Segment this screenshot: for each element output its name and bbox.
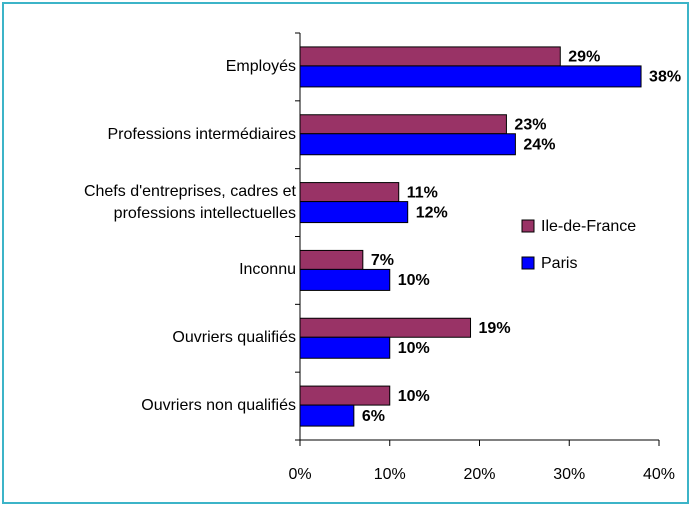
bar [299,249,364,270]
value-label: 10% [398,388,430,405]
value-label: 6% [362,408,385,425]
legend-label: Ile-de-France [541,218,636,235]
bar [299,133,516,156]
value-label: 10% [398,272,430,289]
legend-swatch [521,219,535,233]
value-label: 24% [523,136,555,153]
value-label: 11% [407,184,438,201]
x-tick-label: 10% [374,466,406,483]
value-label: 10% [398,340,430,357]
y-tick-label: Inconnu [239,261,296,279]
x-tick-label: 30% [553,466,585,483]
bar [299,46,561,67]
legend-swatch [521,256,535,270]
bar [299,268,391,291]
bar [299,385,391,406]
x-tick-label: 40% [643,466,675,483]
bar [299,201,409,224]
y-tick-label: Ouvriers non qualifiés [141,397,296,415]
x-tick-label: 20% [463,466,495,483]
value-label: 29% [568,49,600,66]
value-label: 7% [371,252,394,269]
x-tick-label: 0% [288,466,311,483]
bar [299,114,507,135]
value-label: 23% [514,116,546,133]
bar [299,336,391,359]
bar [299,404,355,427]
bar [299,65,642,88]
value-label: 12% [416,204,448,221]
value-label: 38% [649,69,681,86]
value-label: 19% [479,320,511,337]
y-tick-label: Professions intermédiaires [107,125,296,143]
bar [299,317,472,338]
y-tick-label: Chefs d'entreprises, cadres et professio… [83,182,296,222]
y-tick-label: Employés [225,57,296,75]
y-tick-label: Ouvriers qualifiés [172,329,296,347]
legend-label: Paris [541,255,577,272]
bar [299,182,400,203]
